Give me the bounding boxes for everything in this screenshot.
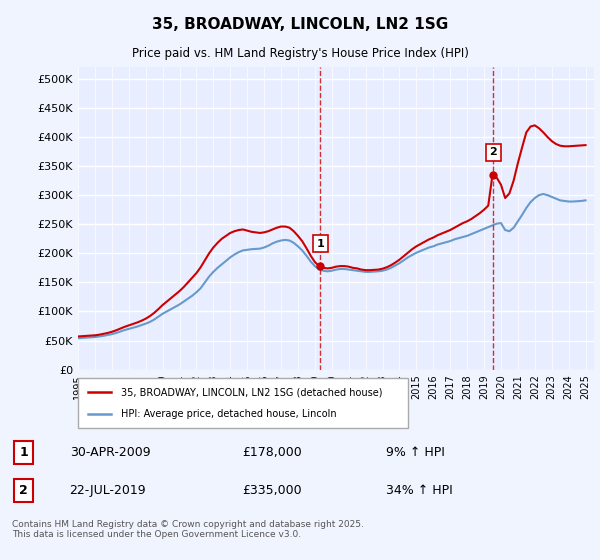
Text: HPI: Average price, detached house, Lincoln: HPI: Average price, detached house, Linc… xyxy=(121,409,337,419)
Text: 9% ↑ HPI: 9% ↑ HPI xyxy=(386,446,445,459)
Text: 34% ↑ HPI: 34% ↑ HPI xyxy=(386,484,453,497)
Text: 22-JUL-2019: 22-JUL-2019 xyxy=(70,484,146,497)
Text: Contains HM Land Registry data © Crown copyright and database right 2025.
This d: Contains HM Land Registry data © Crown c… xyxy=(12,520,364,539)
Text: 1: 1 xyxy=(19,446,28,459)
Text: £178,000: £178,000 xyxy=(242,446,302,459)
Text: 2: 2 xyxy=(19,484,28,497)
Text: Price paid vs. HM Land Registry's House Price Index (HPI): Price paid vs. HM Land Registry's House … xyxy=(131,47,469,60)
Text: £335,000: £335,000 xyxy=(242,484,302,497)
Text: 35, BROADWAY, LINCOLN, LN2 1SG: 35, BROADWAY, LINCOLN, LN2 1SG xyxy=(152,17,448,32)
Text: 2: 2 xyxy=(490,147,497,157)
FancyBboxPatch shape xyxy=(78,378,408,428)
Text: 1: 1 xyxy=(317,239,325,249)
Text: 30-APR-2009: 30-APR-2009 xyxy=(70,446,150,459)
Text: 35, BROADWAY, LINCOLN, LN2 1SG (detached house): 35, BROADWAY, LINCOLN, LN2 1SG (detached… xyxy=(121,387,382,397)
